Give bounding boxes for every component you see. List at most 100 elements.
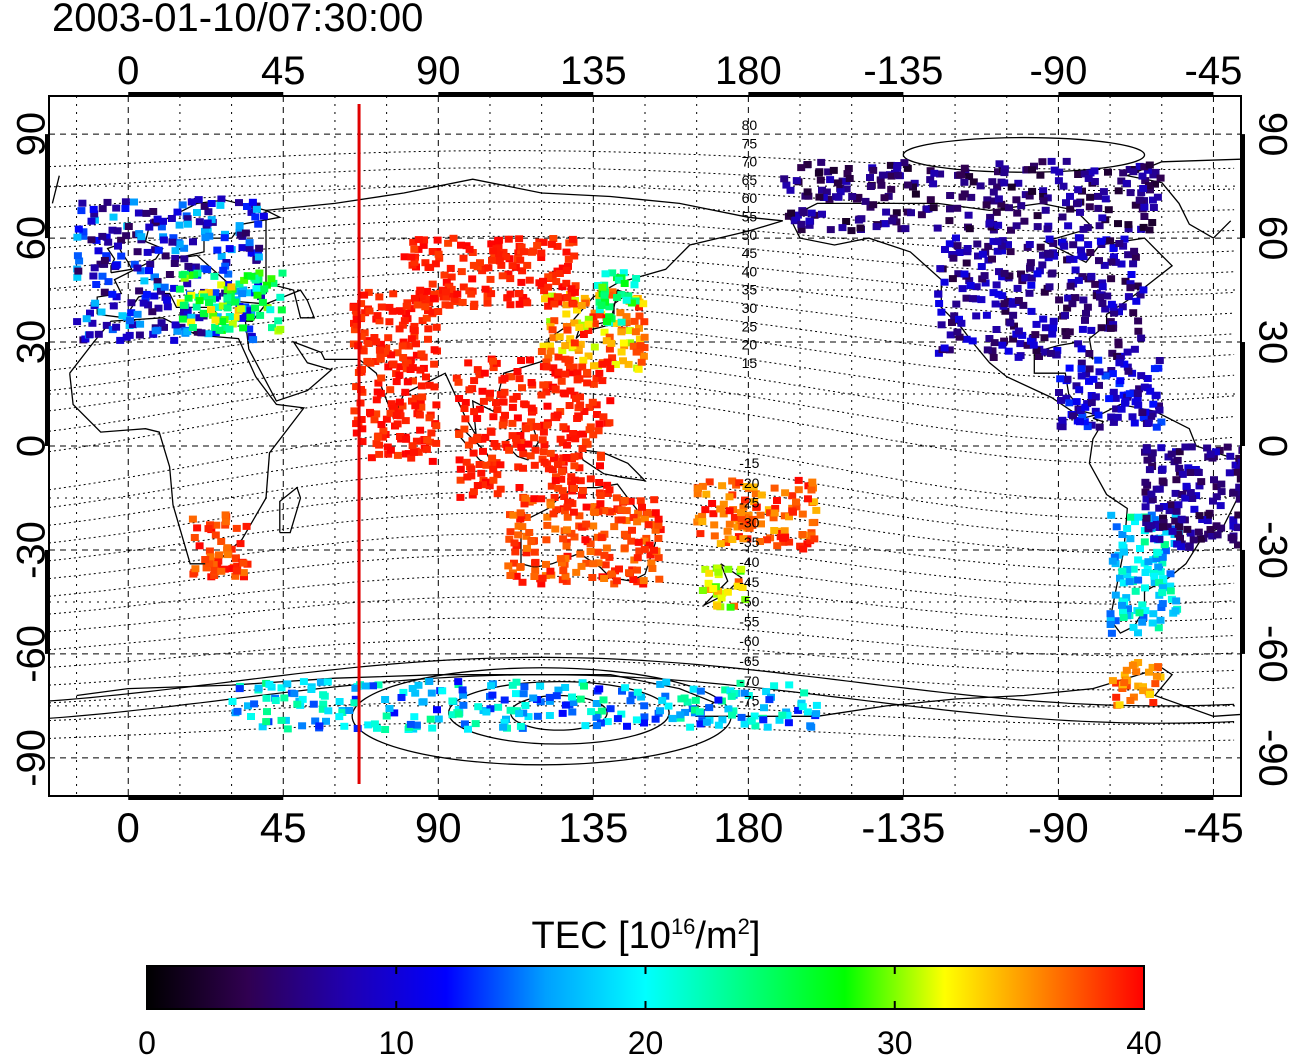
frame-segment	[45, 549, 50, 654]
tec-point	[590, 320, 599, 328]
tec-point	[882, 208, 891, 216]
tec-point	[446, 264, 455, 272]
tec-point	[409, 377, 417, 385]
tec-point	[200, 293, 209, 301]
tec-point	[612, 319, 621, 327]
tec-point	[1066, 255, 1075, 263]
tec-point	[1115, 701, 1124, 709]
tec-point	[1055, 296, 1064, 304]
tec-point	[335, 698, 344, 705]
tec-point	[722, 539, 731, 546]
tec-point	[564, 359, 573, 367]
tec-point	[1237, 458, 1241, 466]
tec-point	[605, 553, 614, 561]
tec-point	[794, 706, 803, 714]
tec-point	[460, 425, 469, 433]
tec-point	[209, 561, 218, 569]
tec-point	[408, 685, 417, 692]
tec-point	[843, 170, 852, 178]
tec-point	[417, 350, 426, 358]
tec-point	[521, 702, 530, 709]
tec-point	[634, 509, 643, 517]
tec-point	[1058, 416, 1067, 424]
tec-point	[1154, 624, 1163, 632]
tec-point	[1118, 601, 1126, 609]
tec-point	[1176, 534, 1184, 542]
tec-point	[1107, 300, 1116, 308]
tec-point	[1064, 222, 1073, 230]
tec-point	[1106, 237, 1115, 245]
tec-point	[136, 320, 145, 328]
tec-point	[1109, 418, 1118, 426]
tec-point	[195, 542, 204, 550]
tec-point	[1157, 444, 1166, 452]
tec-point	[725, 493, 734, 501]
tec-point	[992, 281, 1001, 289]
tec-point	[409, 238, 418, 246]
tec-point	[89, 205, 98, 213]
tec-point	[1178, 491, 1187, 498]
colorbar-tick-label: 0	[138, 1025, 156, 1057]
tec-point	[632, 716, 641, 724]
tec-point	[1028, 187, 1037, 195]
tec-point	[574, 344, 583, 352]
tec-point	[386, 409, 395, 417]
tec-point	[617, 328, 626, 336]
tec-point	[482, 461, 491, 469]
tec-point	[992, 326, 1001, 333]
lon-label-bottom: 0	[117, 804, 140, 851]
tec-point	[187, 198, 196, 206]
tec-point	[506, 275, 515, 283]
tec-point	[869, 201, 878, 209]
tec-point	[570, 462, 579, 470]
tec-point	[151, 273, 159, 281]
tec-point	[127, 309, 136, 317]
tec-point	[953, 328, 962, 336]
tec-point	[396, 363, 405, 371]
tec-point	[834, 193, 843, 201]
tec-point	[475, 461, 484, 468]
tec-point	[798, 510, 807, 518]
tec-point	[74, 225, 83, 233]
tec-point	[191, 565, 200, 573]
frame-segment	[1058, 92, 1214, 97]
tec-point	[410, 448, 418, 456]
tec-point	[489, 413, 498, 421]
tec-point	[1235, 495, 1241, 503]
tec-point	[474, 703, 483, 711]
tec-point	[964, 211, 973, 219]
tec-point	[523, 544, 531, 552]
tec-point	[476, 259, 484, 267]
tec-point	[1144, 182, 1153, 190]
tec-point	[318, 705, 327, 713]
tec-point	[539, 428, 548, 436]
tec-point	[401, 417, 410, 425]
tec-point	[886, 161, 895, 169]
contour-label: 20	[742, 337, 758, 353]
tec-point	[551, 385, 560, 393]
tec-point	[104, 238, 113, 246]
tec-point	[184, 262, 193, 270]
tec-point	[728, 711, 736, 719]
tec-point	[144, 301, 153, 309]
tec-point	[364, 288, 373, 296]
tec-point	[118, 312, 127, 320]
tec-point	[1171, 607, 1180, 615]
tec-point	[656, 680, 665, 688]
tec-point	[1101, 305, 1110, 313]
tec-point	[558, 559, 566, 567]
tec-point	[1059, 182, 1068, 190]
tec-point	[271, 697, 280, 704]
tec-point	[384, 450, 393, 458]
tec-point	[1100, 261, 1109, 269]
tec-point	[622, 318, 631, 326]
tec-point	[1229, 516, 1238, 524]
tec-point	[1054, 177, 1063, 185]
tec-point	[651, 715, 660, 723]
tec-point	[262, 281, 271, 289]
tec-point	[539, 277, 547, 285]
tec-point	[1134, 327, 1143, 335]
tec-point	[127, 299, 136, 307]
tec-point	[1018, 331, 1027, 339]
tec-point	[175, 240, 184, 248]
